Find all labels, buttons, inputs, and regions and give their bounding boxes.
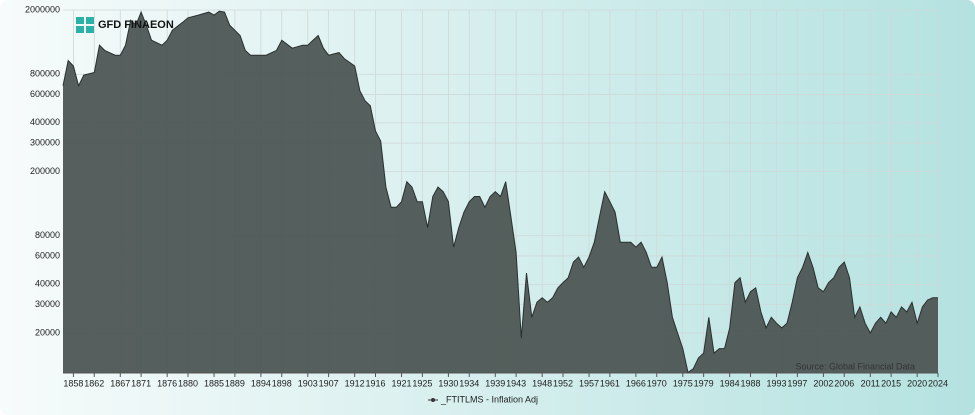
x-tick-label: 1862 xyxy=(84,378,104,388)
logo: GFD FINAEON xyxy=(76,17,174,33)
x-tick-label: 1993 xyxy=(767,378,787,388)
logo-icon xyxy=(86,17,94,24)
x-tick-label: 2015 xyxy=(881,378,901,388)
x-tick-label: 1979 xyxy=(694,378,714,388)
x-tick-label: 2020 xyxy=(907,378,927,388)
x-tick-label: 1988 xyxy=(740,378,760,388)
source: Source: Global Financial Data xyxy=(795,361,915,371)
x-tick-label: 1930 xyxy=(438,378,458,388)
y-tick-label: 200000 xyxy=(30,166,60,176)
x-tick-label: 1858 xyxy=(63,378,83,388)
y-tick-label: 800000 xyxy=(30,69,60,79)
logo-icon xyxy=(76,26,84,33)
x-tick-label: 1885 xyxy=(204,378,224,388)
x-tick-label: 1903 xyxy=(298,378,318,388)
y-tick-label: 20000 xyxy=(35,327,60,337)
y-tick-label: 40000 xyxy=(35,279,60,289)
x-tick-label: 1984 xyxy=(720,378,740,388)
y-tick-label: 300000 xyxy=(30,137,60,147)
x-tick-label: 1889 xyxy=(225,378,245,388)
x-tick-label: 1957 xyxy=(579,378,599,388)
y-tick-label: 2000000 xyxy=(25,4,60,14)
x-tick-label: 1925 xyxy=(412,378,432,388)
y-tick-label: 60000 xyxy=(35,250,60,260)
logo-text: GFD FINAEON xyxy=(98,19,174,31)
logo-icon xyxy=(86,26,94,33)
y-tick-label: 400000 xyxy=(30,117,60,127)
y-tick-label: 600000 xyxy=(30,89,60,99)
y-tick-label: 30000 xyxy=(35,299,60,309)
legend-label: _FTITLMS - Inflation Adj xyxy=(440,394,538,404)
x-tick-label: 1916 xyxy=(365,378,385,388)
x-tick-label: 1997 xyxy=(787,378,807,388)
labels: 20000 30000 40000 60000 80000 200000 300000 400… xyxy=(25,4,948,388)
x-tick-label: 1975 xyxy=(673,378,693,388)
x-tick-label: 1934 xyxy=(459,378,479,388)
x-tick-label: 1894 xyxy=(251,378,271,388)
x-tick-label: 2002 xyxy=(813,378,833,388)
x-tick-label: 1880 xyxy=(178,378,198,388)
x-tick-label: 1867 xyxy=(110,378,130,388)
x-tick-label: 2011 xyxy=(861,378,880,388)
x-tick-label: 1948 xyxy=(532,378,552,388)
y-tick-label: 80000 xyxy=(35,230,60,240)
x-tick-label: 1966 xyxy=(626,378,646,388)
x-tick-label: 1970 xyxy=(647,378,667,388)
plot xyxy=(62,10,938,374)
x-tick-label: 1871 xyxy=(131,378,151,388)
x-tick-label: 1876 xyxy=(157,378,177,388)
area xyxy=(63,11,938,373)
x-tick-label: 1961 xyxy=(600,378,620,388)
x-tick-label: 2006 xyxy=(834,378,854,388)
x-tick-label: 1952 xyxy=(553,378,573,388)
x-tick-label: 1907 xyxy=(319,378,339,388)
area-line xyxy=(62,10,938,374)
x-tick-label: 1898 xyxy=(272,378,292,388)
x-tick-label: 1939 xyxy=(485,378,505,388)
x-tick-label: 1912 xyxy=(345,378,365,388)
logo-icon xyxy=(76,17,84,24)
legend-marker xyxy=(431,398,435,402)
x-tick-label: 2024 xyxy=(928,378,948,388)
x-tick-label: 1943 xyxy=(506,378,526,388)
x-tick-label: 1921 xyxy=(392,378,412,388)
